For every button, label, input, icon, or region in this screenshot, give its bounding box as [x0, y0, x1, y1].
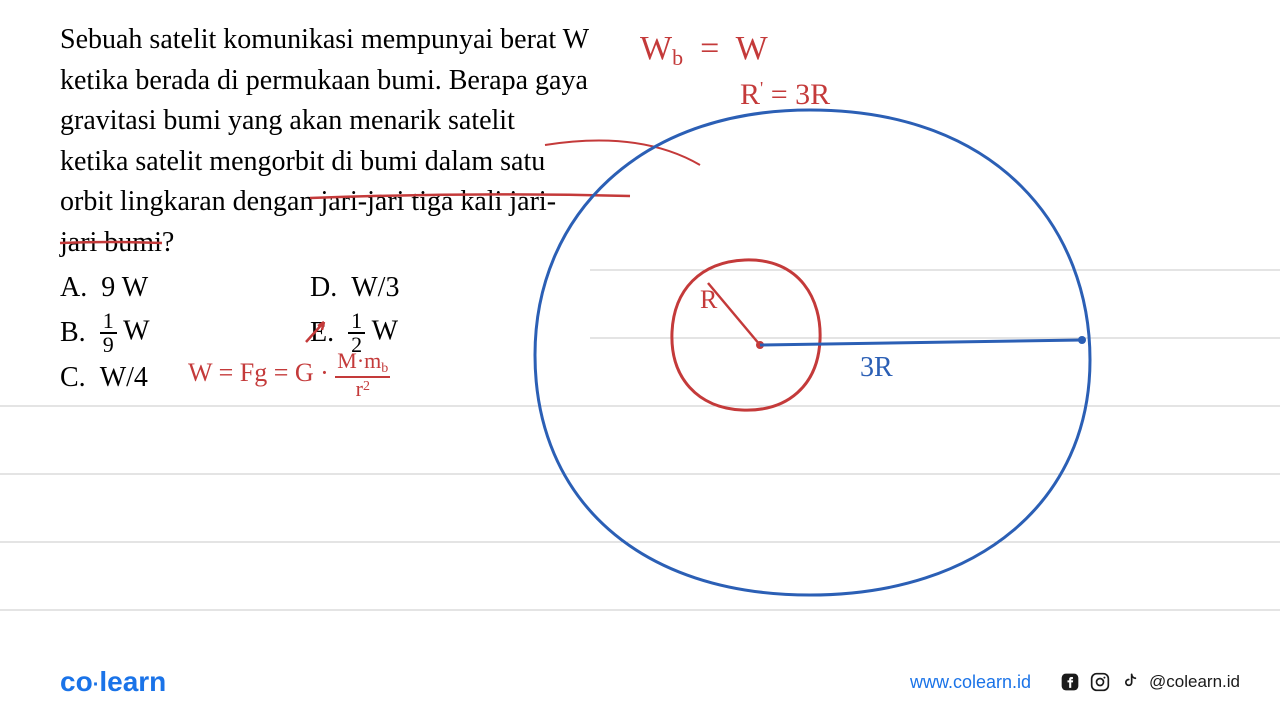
hand-3R: 3R — [860, 352, 893, 384]
option-b-label: B. — [60, 317, 86, 349]
option-d-label: D. — [310, 272, 337, 304]
footer-right: www.colearn.id @colearn.id — [910, 671, 1240, 693]
option-d-text: W/3 — [351, 272, 399, 304]
option-a: A. 9 W — [60, 272, 310, 304]
logo-pre: co — [60, 666, 93, 697]
option-b: B. 19 W — [60, 310, 310, 356]
hand-rprime: R' = 3R — [740, 78, 830, 112]
question-block: Sebuah satelit komunikasi mempunyai bera… — [60, 20, 590, 394]
facebook-icon — [1059, 671, 1081, 693]
social-handle: @colearn.id — [1149, 672, 1240, 692]
option-d: D. W/3 — [310, 272, 560, 304]
question-text: Sebuah satelit komunikasi mempunyai bera… — [60, 20, 590, 264]
option-b-text: 19 W — [100, 310, 150, 356]
logo: co·learn — [60, 666, 166, 698]
option-a-label: A. — [60, 272, 87, 304]
site-url: www.colearn.id — [910, 672, 1031, 693]
option-e-label: E. — [310, 317, 334, 349]
hand-formula: W = Fg = G · M·mb r2 — [188, 350, 390, 400]
socials: @colearn.id — [1059, 671, 1240, 693]
option-c-text: W/4 — [100, 362, 148, 394]
instagram-icon — [1089, 671, 1111, 693]
hand-R: R — [700, 285, 717, 315]
hand-wb: Wb = W — [640, 30, 768, 71]
option-a-text: 9 W — [101, 272, 148, 304]
footer: co·learn www.colearn.id @colearn.id — [0, 666, 1280, 698]
tiktok-icon — [1119, 671, 1141, 693]
option-c-label: C. — [60, 362, 86, 394]
logo-post: learn — [99, 666, 166, 697]
